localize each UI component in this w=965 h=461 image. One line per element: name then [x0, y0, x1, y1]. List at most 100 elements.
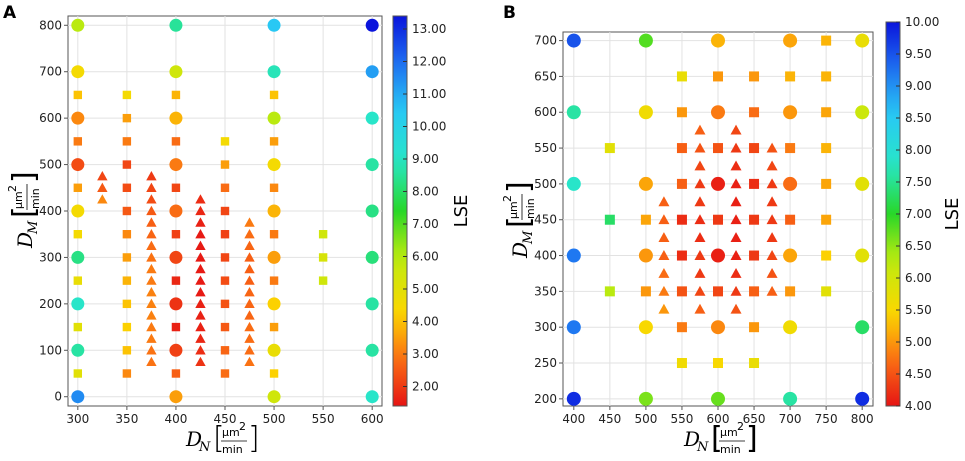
data-point-circle	[365, 297, 379, 311]
x-tick-label: 550	[312, 412, 335, 426]
unit-denominator: min	[720, 443, 741, 456]
y-tick-label: 700	[39, 65, 62, 79]
data-point-triangle	[146, 356, 157, 367]
data-point-triangle	[244, 333, 255, 343]
data-point-square	[122, 346, 132, 355]
x-tick-labels-a: 300 350 400 450 500 550 600	[66, 406, 384, 426]
colorbar-tick-label: 9.00	[412, 152, 439, 166]
colorbar-ticks-b: 4.00 4.50 5.00 5.50 6.00 6.50 7.00 7.50 8.00 8.50…	[896, 15, 939, 413]
data-point-square	[676, 250, 687, 261]
data-point-triangle	[244, 356, 255, 367]
data-point-circle	[566, 320, 581, 335]
data-point-circle	[711, 320, 725, 335]
y-tick-label: 400	[534, 249, 557, 263]
y-tick-labels-b: 200 250 300 350 400 450 500 550 600 650 700	[534, 34, 563, 406]
data-point-triangle	[730, 250, 742, 260]
unit-numerator: µm	[720, 426, 738, 439]
colorbar-tick-label: 8.00	[412, 185, 439, 199]
y-tick-label: 550	[534, 141, 557, 155]
data-point-triangle	[766, 250, 778, 260]
data-point-triangle	[694, 267, 706, 278]
data-point-circle	[169, 297, 183, 311]
unit-numerator: µm	[222, 426, 240, 439]
data-point-circle	[783, 248, 798, 263]
data-point-square	[821, 107, 832, 118]
data-point-triangle	[694, 196, 706, 207]
data-point-square	[220, 322, 230, 332]
data-point-circle	[855, 248, 870, 263]
data-point-circle	[71, 204, 85, 218]
data-point-triangle	[146, 194, 157, 204]
data-point-square	[220, 230, 230, 239]
y-tick-label: 0	[54, 390, 62, 404]
data-point-triangle	[766, 178, 778, 189]
svg-text:]: ]	[248, 421, 260, 456]
data-point-triangle	[244, 263, 255, 274]
data-point-circle	[711, 391, 725, 406]
data-point-circle	[169, 158, 183, 172]
data-point-circle	[783, 391, 798, 406]
data-point-circle	[267, 250, 281, 264]
x-axis-label-a: D N [ µm 2 min ]	[185, 420, 260, 456]
data-point-circle	[169, 111, 183, 125]
data-point-circle	[365, 250, 379, 264]
data-point-square	[73, 230, 83, 239]
unit-numerator: µm	[12, 191, 25, 209]
data-point-triangle	[146, 229, 157, 239]
x-axis-label-subscript: N	[696, 440, 709, 455]
data-point-square	[122, 276, 132, 285]
data-point-triangle	[195, 333, 206, 343]
data-point-circle	[566, 33, 581, 48]
x-tick-label: 450	[598, 412, 621, 426]
data-point-square	[73, 90, 83, 100]
data-point-square	[318, 230, 328, 239]
data-point-square	[220, 183, 230, 192]
data-point-triangle	[195, 252, 206, 262]
data-point-triangle	[658, 250, 670, 260]
unit-denominator: min	[524, 198, 537, 219]
data-point-square	[269, 322, 279, 332]
y-axis-label-main: D	[508, 242, 532, 259]
data-point-square	[73, 322, 83, 332]
y-tick-label: 450	[534, 213, 557, 227]
y-tick-label: 250	[534, 356, 557, 370]
data-point-triangle	[694, 142, 706, 153]
data-point-triangle	[694, 285, 706, 296]
svg-text:]: ]	[502, 181, 537, 193]
data-point-square	[171, 276, 181, 285]
data-point-triangle	[146, 170, 157, 181]
y-tick-labels-a: 0 100 200 300 400 500 600 700 800	[39, 18, 68, 404]
colorbar-tick-label: 11.00	[412, 87, 446, 101]
data-point-triangle	[244, 298, 255, 309]
svg-text:[: [	[711, 421, 723, 456]
data-point-circle	[365, 204, 379, 218]
data-point-square	[220, 160, 230, 169]
data-point-square	[73, 183, 83, 192]
data-point-triangle	[97, 194, 108, 204]
data-point-triangle	[766, 267, 778, 278]
data-point-triangle	[146, 275, 157, 285]
colorbar-tick-label: 6.00	[905, 271, 932, 285]
unit-denominator: min	[29, 188, 42, 209]
data-point-triangle	[146, 252, 157, 262]
data-point-circle	[365, 343, 379, 357]
colorbar-label-b: LSE	[942, 198, 963, 231]
y-tick-label: 600	[39, 111, 62, 125]
data-point-square	[749, 143, 760, 154]
colorbar-tick-label: 6.50	[905, 239, 932, 253]
data-point-triangle	[195, 298, 206, 309]
x-tick-label: 500	[263, 412, 286, 426]
x-tick-label: 350	[115, 412, 138, 426]
y-tick-label: 650	[534, 69, 557, 83]
data-point-triangle	[694, 178, 706, 189]
data-point-circle	[638, 176, 653, 191]
data-point-triangle	[694, 303, 706, 314]
colorbar-tick-label: 4.50	[905, 367, 932, 381]
data-point-triangle	[730, 214, 742, 225]
data-point-square	[821, 214, 832, 225]
data-point-square	[122, 113, 132, 123]
data-point-triangle	[146, 321, 157, 332]
data-point-square	[713, 214, 723, 225]
y-tick-label: 400	[39, 204, 62, 218]
